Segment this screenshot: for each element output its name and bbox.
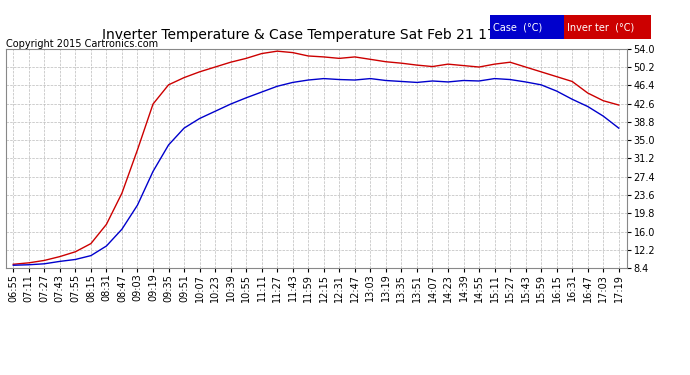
Text: Case  (°C): Case (°C): [493, 22, 542, 32]
Text: Inverter Temperature & Case Temperature Sat Feb 21 17:31: Inverter Temperature & Case Temperature …: [103, 28, 518, 42]
Text: Copyright 2015 Cartronics.com: Copyright 2015 Cartronics.com: [6, 39, 157, 50]
Text: Inver ter  (°C): Inver ter (°C): [567, 22, 634, 32]
